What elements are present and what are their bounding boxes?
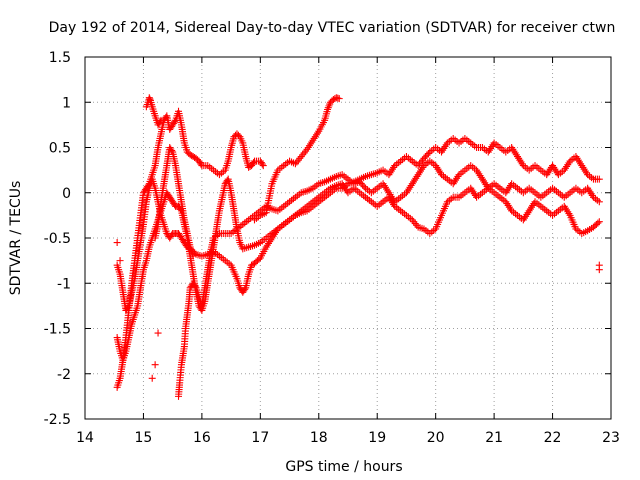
data-point [421,153,429,161]
data-point [356,178,364,186]
y-tick-label: -2.5 [44,412,71,428]
data-point [595,198,603,206]
y-tick-label: -1 [57,276,71,292]
data-point [360,183,368,191]
data-point [171,118,179,126]
series-track-F [151,144,197,260]
data-point [113,239,121,247]
data-point [168,147,176,155]
y-tick-label: 0 [62,186,71,202]
series-track-D [175,157,603,400]
data-point [151,361,159,369]
data-point [189,252,197,260]
y-tick-label: -1.5 [44,322,71,338]
data-point [116,257,124,265]
x-tick-label: 14 [76,430,94,446]
data-point [423,151,431,159]
data-point [424,150,432,158]
y-axis-label: SDTVAR / TECUs [8,181,24,296]
data-point [148,374,156,382]
y-tick-label: 1.5 [49,50,71,66]
x-tick-label: 17 [251,430,269,446]
grid [85,57,611,419]
data-point [595,266,603,274]
data-point [154,329,162,337]
data-point [595,175,603,183]
data-point [595,218,603,226]
x-tick-label: 15 [135,430,153,446]
y-axis: 1.5 1 0.5 0 -0.5 -1 -1.5 -2 -2.5 [44,50,611,428]
y-tick-label: 0.5 [49,141,71,157]
data-point [258,160,266,168]
data-point [357,179,365,187]
series-track-E [250,94,343,224]
x-tick-label: 18 [310,430,328,446]
data-point [191,282,199,290]
y-tick-label: -0.5 [44,231,71,247]
data-point [420,154,428,162]
x-axis-label: GPS time / hours [285,459,402,475]
data-point [259,162,267,170]
y-tick-label: 1 [62,95,71,111]
data-point [250,159,258,167]
data-points [113,94,603,400]
series-isolated [113,239,603,382]
plot-frame [84,56,612,420]
data-point [241,285,249,293]
series-track-B [113,134,603,314]
data-point [157,116,165,124]
data-point [335,95,343,103]
x-tick-label: 20 [427,430,445,446]
data-point [594,219,602,227]
data-point [197,160,205,168]
data-point [156,118,164,126]
y-tick-label: -2 [57,367,71,383]
data-point [146,95,154,103]
chart-title: Day 192 of 2014, Sidereal Day-to-day VTE… [49,20,616,36]
data-point [124,303,132,311]
x-tick-label: 21 [485,430,503,446]
x-tick-label: 19 [368,430,386,446]
data-point [359,181,367,189]
x-tick-label: 16 [193,430,211,446]
x-tick-label: 22 [544,430,562,446]
x-axis: 14 15 16 17 18 19 20 21 22 23 [76,57,620,446]
series-track-G [142,94,165,129]
data-point [255,255,263,263]
x-tick-label: 23 [602,430,620,446]
